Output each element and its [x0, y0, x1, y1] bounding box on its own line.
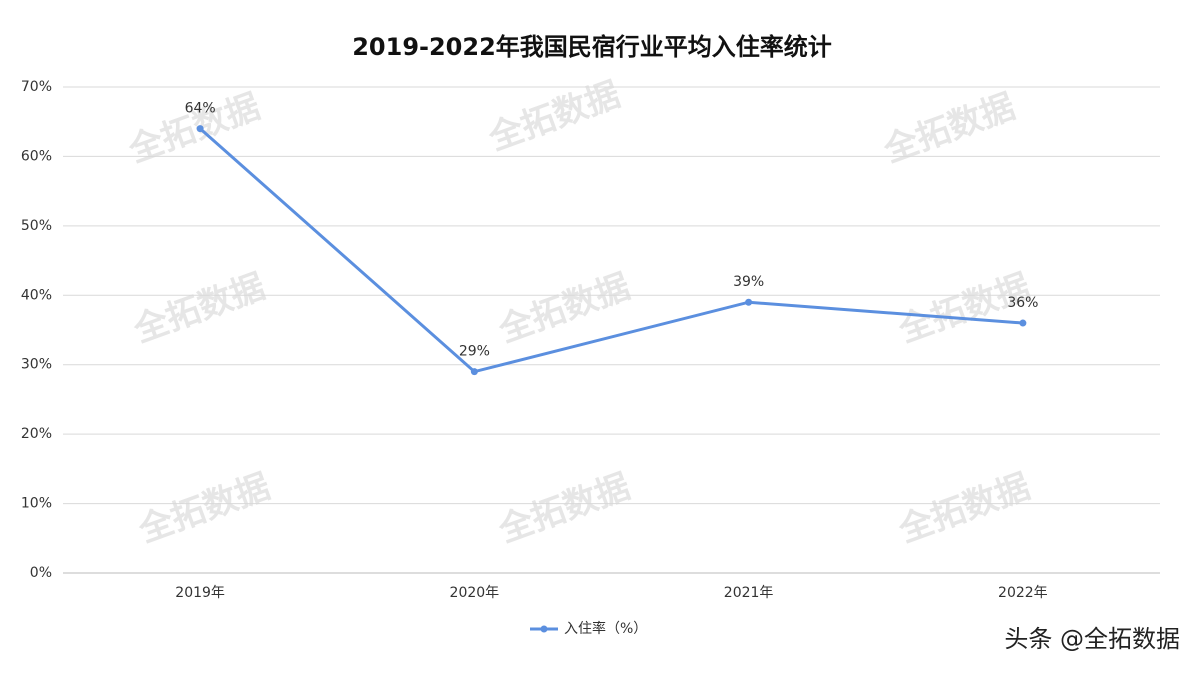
watermark: 全拓数据 [893, 467, 1035, 551]
data-label: 64% [185, 101, 216, 117]
watermark: 全拓数据 [128, 267, 270, 351]
line [199, 127, 1023, 374]
x-tick-label: 2019年 [175, 585, 225, 601]
point [1019, 319, 1027, 327]
y-tick-label: 20% [21, 426, 52, 442]
x-tick-label: 2022年 [998, 585, 1048, 601]
y-tick-label: 0% [30, 565, 52, 581]
y-tick-label: 10% [21, 496, 52, 512]
point [196, 125, 204, 133]
point [745, 298, 753, 306]
x-tick-label: 2020年 [450, 585, 500, 601]
legend-label: 入住率（%） [564, 620, 647, 637]
watermark: 全拓数据 [493, 267, 635, 351]
data-label: 29% [459, 344, 490, 360]
legend-marker [540, 625, 548, 633]
point [470, 368, 478, 376]
watermark: 全拓数据 [123, 87, 265, 171]
watermark: 全拓数据 [878, 87, 1020, 171]
y-tick-label: 50% [21, 218, 52, 234]
watermark: 全拓数据 [133, 467, 275, 551]
chart-title: 2019-2022年我国民宿行业平均入住率统计 [352, 33, 832, 61]
y-tick-label: 60% [21, 148, 52, 164]
y-tick-label: 40% [21, 287, 52, 303]
y-tick-label: 30% [21, 357, 52, 373]
y-tick-label: 70% [21, 79, 52, 95]
watermark: 全拓数据 [493, 467, 635, 551]
x-tick-label: 2021年 [724, 585, 774, 601]
source-mark: 头条 @全拓数据 [1004, 625, 1180, 653]
data-label: 36% [1007, 295, 1038, 311]
data-label: 39% [733, 274, 764, 290]
